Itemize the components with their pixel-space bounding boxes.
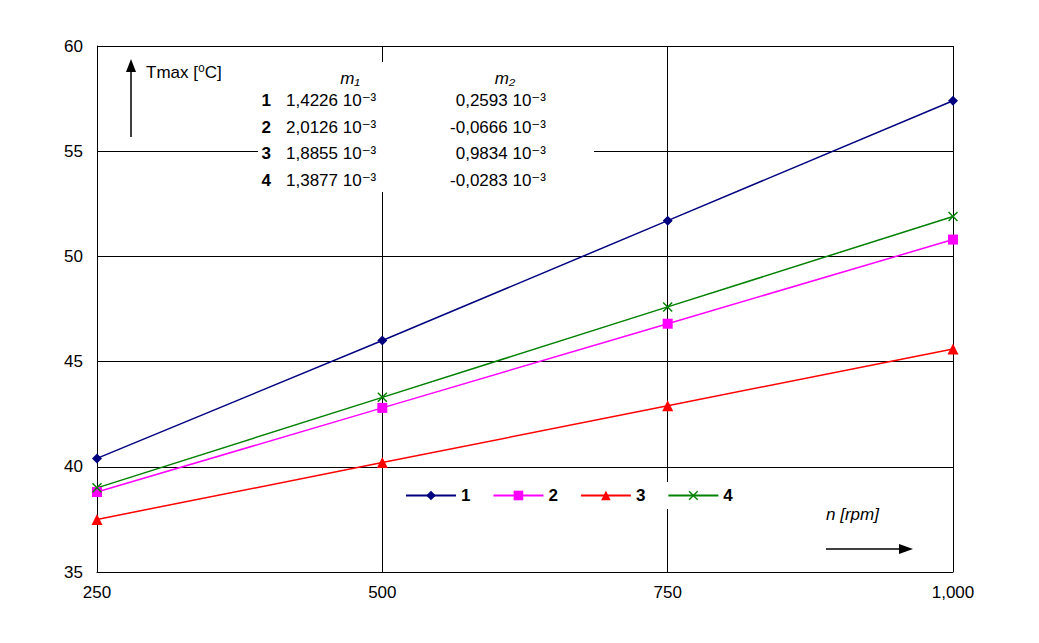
svg-text:2: 2 bbox=[548, 486, 557, 505]
svg-text:1,000: 1,000 bbox=[932, 583, 975, 602]
svg-text:3: 3 bbox=[636, 486, 645, 505]
svg-text:1,3877 10⁻³: 1,3877 10⁻³ bbox=[286, 171, 377, 190]
svg-text:3: 3 bbox=[262, 144, 271, 163]
svg-text:0,2593 10⁻³: 0,2593 10⁻³ bbox=[456, 91, 547, 110]
svg-text:40: 40 bbox=[64, 457, 83, 476]
svg-text:1: 1 bbox=[262, 91, 271, 110]
svg-text:4: 4 bbox=[262, 171, 272, 190]
svg-text:250: 250 bbox=[83, 583, 111, 602]
svg-text:35: 35 bbox=[64, 563, 83, 582]
svg-text:-0,0283 10⁻³: -0,0283 10⁻³ bbox=[450, 171, 546, 190]
svg-text:55: 55 bbox=[64, 142, 83, 161]
svg-text:500: 500 bbox=[368, 583, 396, 602]
svg-text:1: 1 bbox=[461, 486, 470, 505]
svg-text:45: 45 bbox=[64, 352, 83, 371]
svg-text:-0,0666 10⁻³: -0,0666 10⁻³ bbox=[450, 118, 546, 137]
svg-text:750: 750 bbox=[653, 583, 681, 602]
svg-text:50: 50 bbox=[64, 247, 83, 266]
svg-text:1,4226 10⁻³: 1,4226 10⁻³ bbox=[286, 91, 377, 110]
svg-text:60: 60 bbox=[64, 37, 83, 56]
svg-text:n [rpm]: n [rpm] bbox=[826, 505, 880, 524]
svg-text:4: 4 bbox=[723, 486, 733, 505]
svg-text:1,8855 10⁻³: 1,8855 10⁻³ bbox=[286, 144, 377, 163]
svg-text:m₁: m₁ bbox=[340, 69, 360, 88]
svg-text:2,0126 10⁻³: 2,0126 10⁻³ bbox=[286, 118, 377, 137]
svg-text:m₂: m₂ bbox=[495, 69, 516, 88]
svg-text:Tmax [⁰C]: Tmax [⁰C] bbox=[146, 63, 222, 82]
svg-text:2: 2 bbox=[262, 118, 271, 137]
svg-text:0,9834 10⁻³: 0,9834 10⁻³ bbox=[456, 144, 547, 163]
